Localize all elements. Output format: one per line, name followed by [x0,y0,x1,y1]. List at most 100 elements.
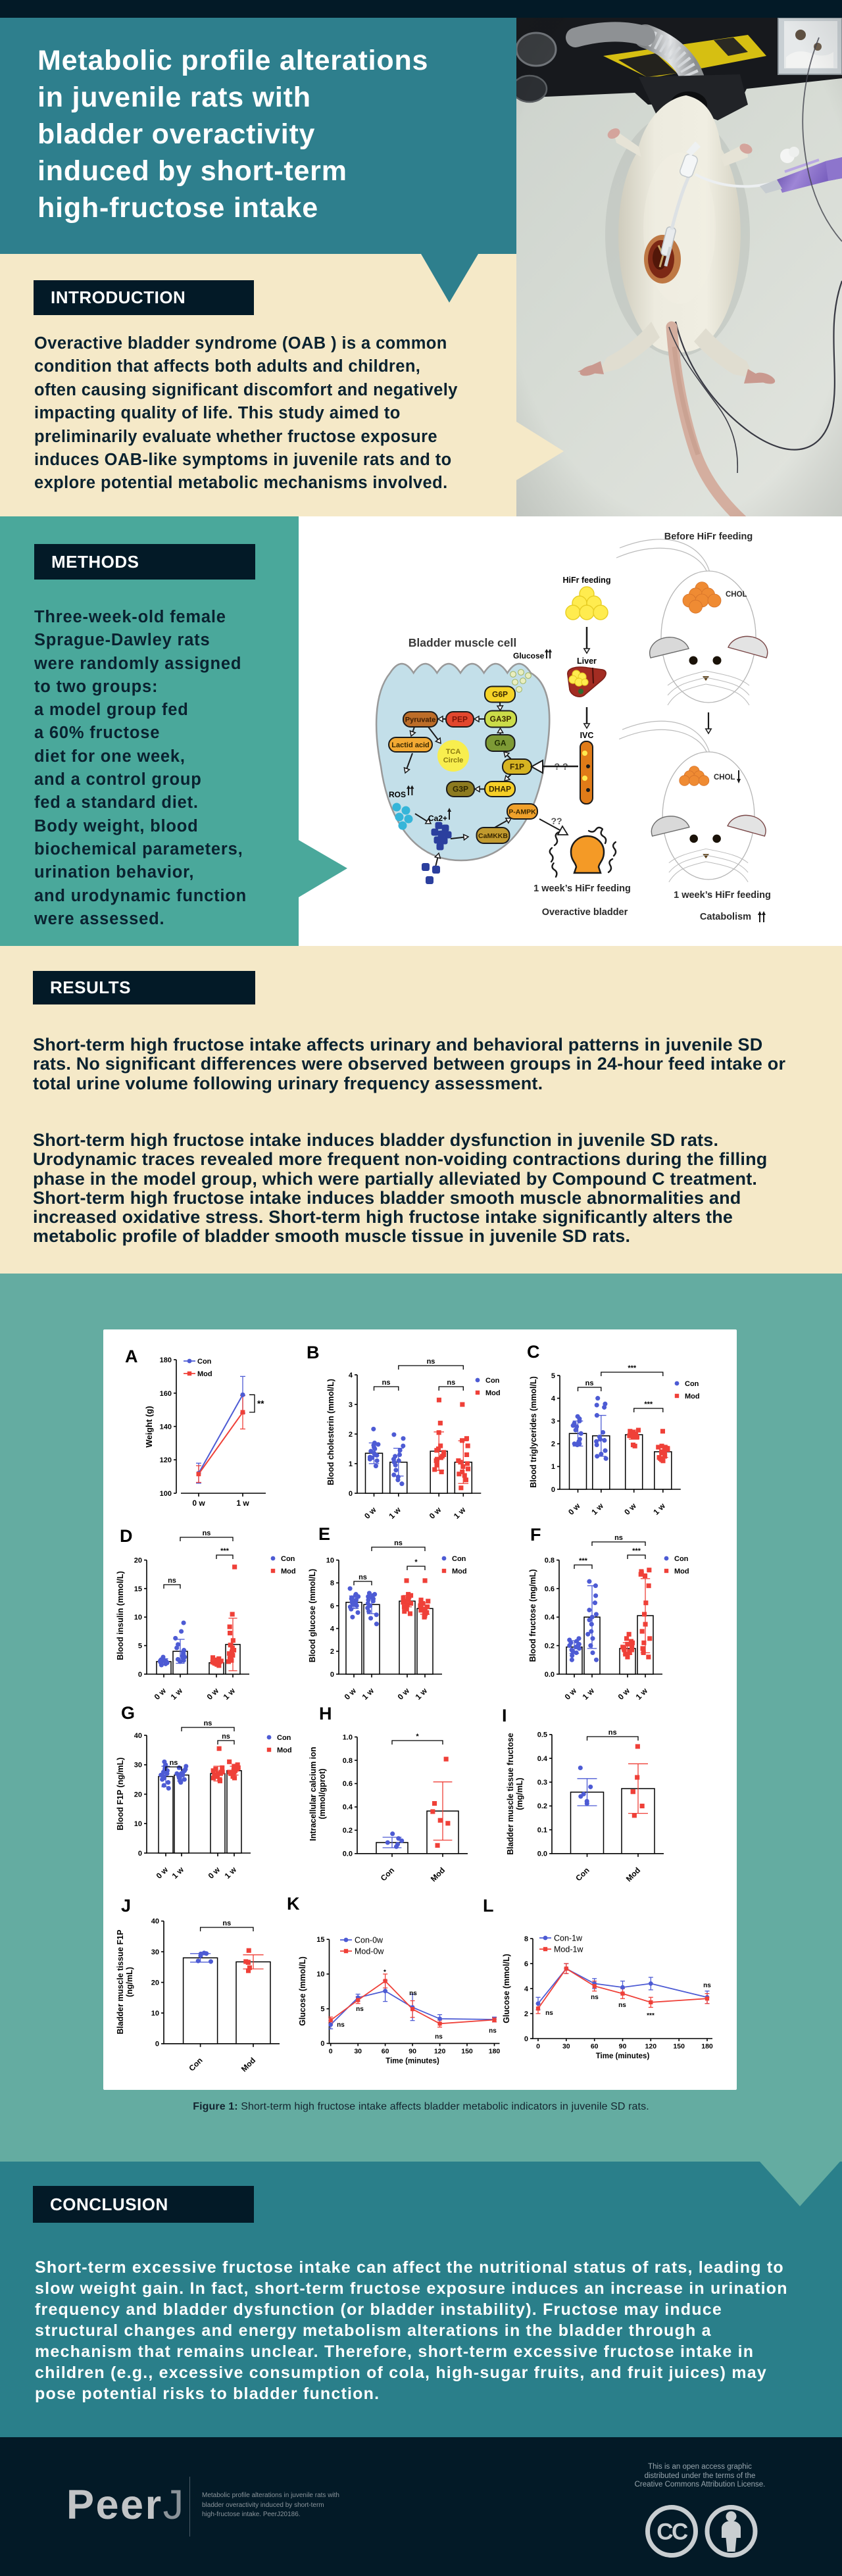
svg-text:0 w: 0 w [205,1686,221,1702]
svg-text:15: 15 [134,1585,142,1593]
svg-text:1 w: 1 w [236,1499,249,1508]
svg-text:IVC: IVC [580,731,594,740]
svg-text:ns: ns [409,1990,417,1997]
svg-text:1 week’s HiFr feeding: 1 week’s HiFr feeding [533,883,631,894]
svg-text:10: 10 [326,1556,334,1564]
svg-text:L: L [483,1896,494,1916]
svg-text:GA3P: GA3P [490,714,512,724]
svg-text:5: 5 [320,2006,324,2014]
svg-text:0 w: 0 w [563,1686,579,1702]
svg-text:120: 120 [645,2043,657,2050]
svg-text:***: *** [628,1364,637,1372]
svg-text:F: F [530,1525,541,1545]
svg-text:J: J [121,1896,131,1916]
svg-text:ns: ns [489,2027,497,2035]
svg-text:Mod: Mod [485,1389,501,1397]
svg-text:60: 60 [382,2047,389,2055]
svg-text:***: *** [579,1557,588,1565]
svg-text:HiFr feeding: HiFr feeding [563,576,611,585]
svg-text:0 w: 0 w [622,1501,638,1517]
svg-text:120: 120 [160,1456,172,1464]
svg-text:150: 150 [673,2043,685,2050]
svg-text:0 w: 0 w [155,1865,170,1881]
svg-text:30: 30 [134,1762,142,1770]
svg-text:3: 3 [349,1401,353,1409]
svg-text:CaMKKB: CaMKKB [478,832,508,840]
svg-text:Blood glucose (mmol/L): Blood glucose (mmol/L) [308,1569,317,1662]
svg-text:ns: ns [359,1573,367,1581]
svg-text:0 w: 0 w [192,1499,205,1508]
svg-text:ns: ns [222,1920,231,1927]
svg-text:ns: ns [591,1994,599,2001]
svg-text:0: 0 [536,2043,540,2050]
svg-text:***: *** [220,1547,230,1555]
svg-text:Liver: Liver [577,656,597,666]
svg-text:5: 5 [138,1642,142,1650]
svg-text:30: 30 [562,2043,570,2050]
svg-text:30: 30 [354,2047,362,2055]
svg-text:ns: ns [447,1379,455,1387]
svg-text:Blood triglycerides (mmol/L): Blood triglycerides (mmol/L) [529,1376,538,1487]
svg-text:150: 150 [461,2047,473,2055]
svg-text:**: ** [257,1399,264,1409]
svg-text:ns: ns [608,1729,617,1737]
svg-text:Con: Con [197,1358,212,1366]
svg-text:60: 60 [591,2043,599,2050]
svg-text:3: 3 [551,1418,555,1425]
svg-text:Glucose (mmol/L): Glucose (mmol/L) [298,1956,307,2026]
svg-text:Con: Con [685,1380,699,1388]
svg-text:??: ?? [551,816,562,826]
svg-text:2: 2 [349,1431,353,1439]
svg-text:1 week’s HiFr feeding: 1 week’s HiFr feeding [674,890,771,901]
svg-text:1: 1 [551,1463,555,1471]
svg-text:10: 10 [134,1820,142,1828]
svg-text:4: 4 [551,1395,556,1402]
svg-text:1.0: 1.0 [343,1733,353,1741]
svg-text:6: 6 [524,1960,528,1968]
svg-text:ns: ns [427,1358,435,1366]
svg-text:Mod: Mod [197,1370,212,1378]
svg-text:ns: ns [545,2010,553,2017]
svg-text:0 w: 0 w [396,1686,412,1702]
svg-text:0.4: 0.4 [545,1614,555,1622]
svg-text:***: *** [647,2012,655,2019]
svg-text:1 w: 1 w [387,1505,403,1521]
svg-text:0.6: 0.6 [343,1780,353,1788]
svg-text:CHOL: CHOL [714,774,735,781]
svg-text:0 w: 0 w [343,1686,359,1702]
svg-text:Weight (g): Weight (g) [144,1406,154,1447]
svg-text:0 w: 0 w [362,1505,378,1521]
svg-text:H: H [319,1704,332,1723]
svg-text:4: 4 [330,1625,335,1633]
svg-text:0: 0 [551,1486,555,1494]
svg-text:0.2: 0.2 [343,1827,353,1835]
svg-text:Blood F1P (ng/mL): Blood F1P (ng/mL) [116,1758,125,1831]
svg-text:*: * [414,1558,418,1566]
svg-text:E: E [318,1524,330,1544]
svg-text:PEP: PEP [452,715,468,724]
svg-text:Glucose: Glucose [513,651,545,660]
svg-text:4: 4 [349,1372,353,1379]
svg-text:ns: ns [618,2002,626,2009]
svg-text:Lactid acid: Lactid acid [391,741,429,749]
svg-text:ns: ns [168,1577,176,1585]
svg-text:0.4: 0.4 [343,1804,353,1812]
svg-text:20: 20 [134,1556,142,1564]
svg-text:1 w: 1 w [589,1501,605,1517]
svg-text:ns: ns [703,1982,711,1989]
svg-text:Con: Con [187,2056,204,2073]
svg-text:0: 0 [330,1671,334,1679]
svg-text:Mod-1w: Mod-1w [554,1945,583,1954]
svg-text:160: 160 [160,1390,172,1398]
svg-text:Mod: Mod [685,1393,700,1400]
svg-text:0.6: 0.6 [545,1585,555,1593]
svg-text:I: I [502,1706,507,1725]
svg-text:0: 0 [138,1850,142,1858]
svg-text:G: G [121,1703,135,1723]
svg-text:8: 8 [524,1935,528,1943]
svg-text:1 w: 1 w [414,1686,430,1702]
svg-text:30: 30 [151,1948,159,1956]
svg-text:ns: ns [585,1379,594,1387]
svg-text:1 w: 1 w [581,1686,597,1702]
svg-text:Con: Con [452,1555,466,1563]
